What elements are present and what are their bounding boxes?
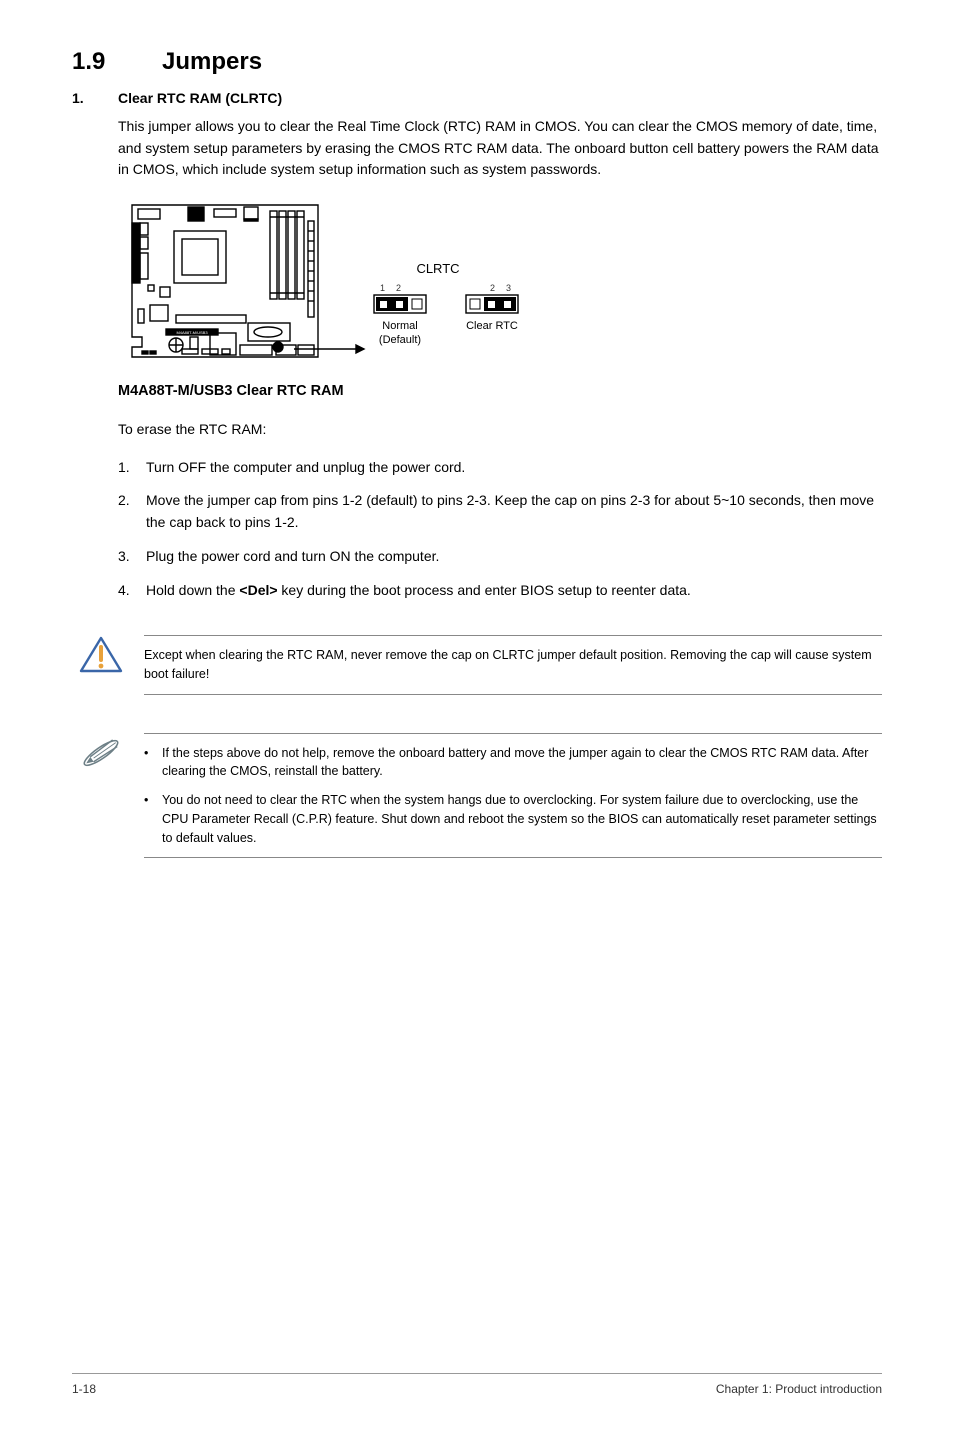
chapter-label: Chapter 1: Product introduction [716, 1382, 882, 1396]
subheading-row: 1. Clear RTC RAM (CLRTC) [72, 90, 882, 106]
mode-normal-label: Normal [382, 320, 417, 332]
subheading-index: 1. [72, 90, 118, 106]
note-text: If the steps above do not help, remove t… [162, 744, 878, 782]
section-title: Jumpers [162, 48, 262, 75]
step-text: Hold down the <Del> key during the boot … [146, 580, 882, 602]
pin2-label: 2 [396, 283, 401, 293]
step-number: 2. [118, 490, 146, 533]
step-item: 2. Move the jumper cap from pins 1-2 (de… [118, 490, 882, 533]
caution-text: Except when clearing the RTC RAM, never … [144, 635, 882, 695]
erase-steps: 1. Turn OFF the computer and unplug the … [118, 457, 882, 601]
bullet-icon: • [144, 791, 162, 847]
clrtc-diagram: /SUS M4A88T-M/USB3 CLRTC 1 2 Normal (Def… [118, 197, 882, 377]
step-number: 3. [118, 546, 146, 568]
pin-block-clear: 2 3 Clear RTC [466, 283, 518, 332]
step-item: 4. Hold down the <Del> key during the bo… [118, 580, 882, 602]
mode-clear-label: Clear RTC [466, 320, 518, 332]
mode-default-label: (Default) [379, 334, 421, 346]
board-micro-label: M4A88T-M/USB3 [176, 330, 208, 335]
bullet-icon: • [144, 744, 162, 782]
step4-bold: <Del> [239, 582, 277, 598]
step-number: 4. [118, 580, 146, 602]
clrtc-header-label: CLRTC [416, 261, 459, 276]
step-text: Plug the power cord and turn ON the comp… [146, 546, 882, 568]
note-list: • If the steps above do not help, remove… [144, 744, 878, 848]
page-footer: 1-18 Chapter 1: Product introduction [72, 1373, 882, 1396]
step-number: 1. [118, 457, 146, 479]
step-text: Move the jumper cap from pins 1-2 (defau… [146, 490, 882, 533]
pin2b-label: 2 [490, 283, 495, 293]
caution-icon [78, 635, 124, 675]
step4-post: key during the boot process and enter BI… [278, 582, 691, 598]
pencil-icon [78, 733, 124, 773]
step4-pre: Hold down the [146, 582, 239, 598]
erase-intro: To erase the RTC RAM: [118, 419, 882, 441]
diagram-caption: M4A88T-M/USB3 Clear RTC RAM [118, 383, 882, 399]
note-item: • You do not need to clear the RTC when … [144, 791, 878, 847]
pin-block-normal: 1 2 Normal (Default) [374, 283, 426, 346]
section-heading: 1.9Jumpers [72, 48, 882, 76]
asus-logo-text: /SUS [206, 317, 218, 323]
subheading-title: Clear RTC RAM (CLRTC) [118, 90, 282, 106]
note-item: • If the steps above do not help, remove… [144, 744, 878, 782]
note-text: You do not need to clear the RTC when th… [162, 791, 878, 847]
page-number: 1-18 [72, 1382, 96, 1396]
pin3-label: 3 [506, 283, 511, 293]
step-text: Turn OFF the computer and unplug the pow… [146, 457, 882, 479]
intro-paragraph: This jumper allows you to clear the Real… [118, 116, 882, 181]
note-callout: • If the steps above do not help, remove… [72, 723, 882, 869]
step-item: 1. Turn OFF the computer and unplug the … [118, 457, 882, 479]
pin1-label: 1 [380, 283, 385, 293]
caution-callout: Except when clearing the RTC RAM, never … [72, 625, 882, 705]
section-number: 1.9 [72, 48, 162, 76]
step-item: 3. Plug the power cord and turn ON the c… [118, 546, 882, 568]
